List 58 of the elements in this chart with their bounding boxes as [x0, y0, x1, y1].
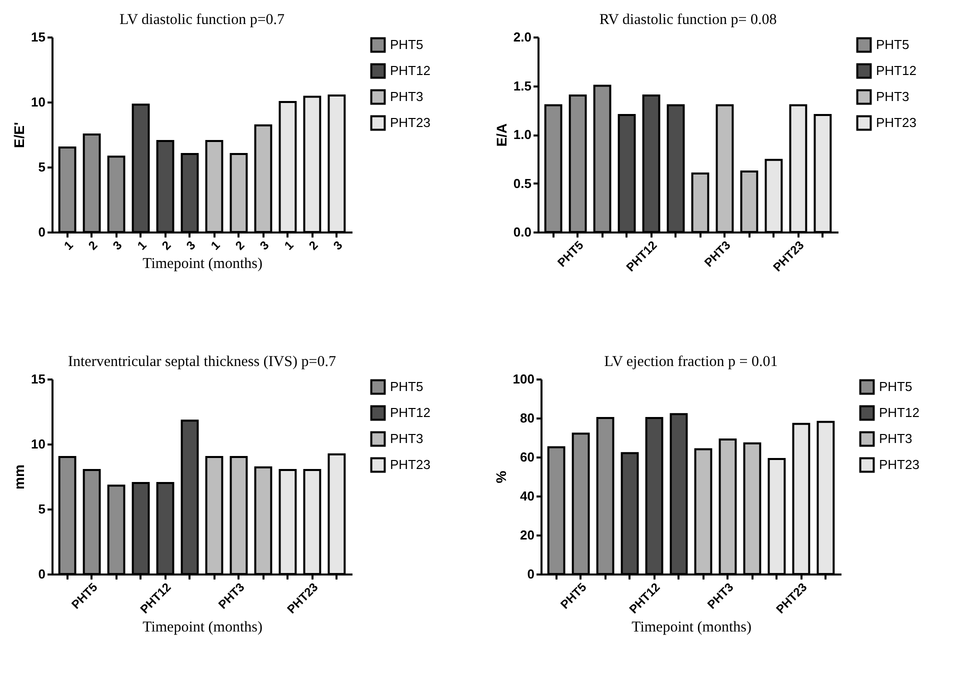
legend-label: PHT3	[390, 89, 424, 104]
legend-label: PHT5	[879, 379, 912, 394]
y-axis-title: %	[492, 470, 509, 484]
y-tick-label: 5	[38, 502, 46, 516]
legend-label: PHT3	[876, 89, 910, 104]
y-tick-label: 0	[38, 566, 46, 582]
y-tick-label: 0	[38, 224, 46, 240]
legend-label: PHT12	[390, 405, 430, 420]
y-axis-title: mm	[11, 464, 28, 490]
chart-title: LV ejection fraction p = 0.01	[604, 354, 778, 370]
x-tick-label: 2	[159, 238, 174, 253]
legend-label: PHT12	[879, 405, 920, 420]
x-tick-label: 1	[61, 238, 76, 253]
x-tick-label: 2	[86, 238, 100, 253]
y-tick-label: 40	[520, 488, 534, 504]
x-tick-label: 2	[306, 238, 321, 253]
legend-label: PHT5	[390, 379, 424, 394]
y-tick-label: 0.5	[513, 176, 532, 191]
y-tick-label: 1.0	[513, 127, 532, 142]
x-tick-label: 3	[257, 238, 272, 253]
x-axis-title: Timepoint (months)	[632, 620, 752, 636]
legend-label: PHT12	[390, 63, 430, 78]
x-tick-label: 3	[110, 238, 125, 253]
y-tick-label: 10	[31, 94, 46, 110]
y-tick-label: 15	[31, 372, 46, 386]
x-tick-label: 3	[330, 238, 346, 253]
y-tick-label: 0	[527, 566, 534, 582]
x-tick-label: 2	[232, 238, 248, 253]
chart-title: Interventricular septal thickness (IVS) p=0.7	[68, 354, 336, 370]
legend-label: PHT5	[390, 37, 424, 52]
legend-label: PHT3	[390, 431, 424, 446]
y-tick-label: 100	[512, 372, 534, 386]
y-tick-label: 80	[520, 410, 534, 426]
chart-title: LV diastolic function p=0.7	[119, 12, 286, 28]
y-tick-label: 5	[38, 160, 46, 174]
x-axis-title: Timepoint (months)	[142, 620, 262, 636]
y-tick-label: 20	[520, 528, 534, 542]
legend-label: PHT23	[876, 115, 916, 130]
x-axis-title: Timepoint (months)	[142, 256, 262, 272]
legend-label: PHT5	[876, 37, 910, 52]
legend-label: PHT3	[879, 431, 912, 446]
y-tick-label: 60	[520, 450, 534, 464]
legend-label: PHT12	[876, 63, 916, 78]
legend-label: PHT23	[879, 457, 920, 472]
y-tick-label: 2.0	[513, 30, 532, 44]
y-axis-title: E/A	[493, 123, 510, 147]
y-tick-label: 0.0	[513, 224, 532, 240]
legend-label: PHT23	[390, 457, 430, 472]
y-tick-label: 1.5	[513, 78, 532, 94]
x-tick-label: 1	[134, 238, 150, 253]
x-tick-label: 1	[208, 238, 223, 253]
y-tick-label: 15	[31, 30, 46, 44]
x-tick-label: 1	[282, 238, 296, 253]
x-tick-label: 3	[184, 238, 198, 253]
chart-title: RV diastolic function p= 0.08	[599, 12, 777, 28]
y-axis-title: E/E'	[11, 122, 28, 148]
legend-label: PHT23	[390, 115, 430, 130]
y-tick-label: 10	[31, 436, 46, 452]
